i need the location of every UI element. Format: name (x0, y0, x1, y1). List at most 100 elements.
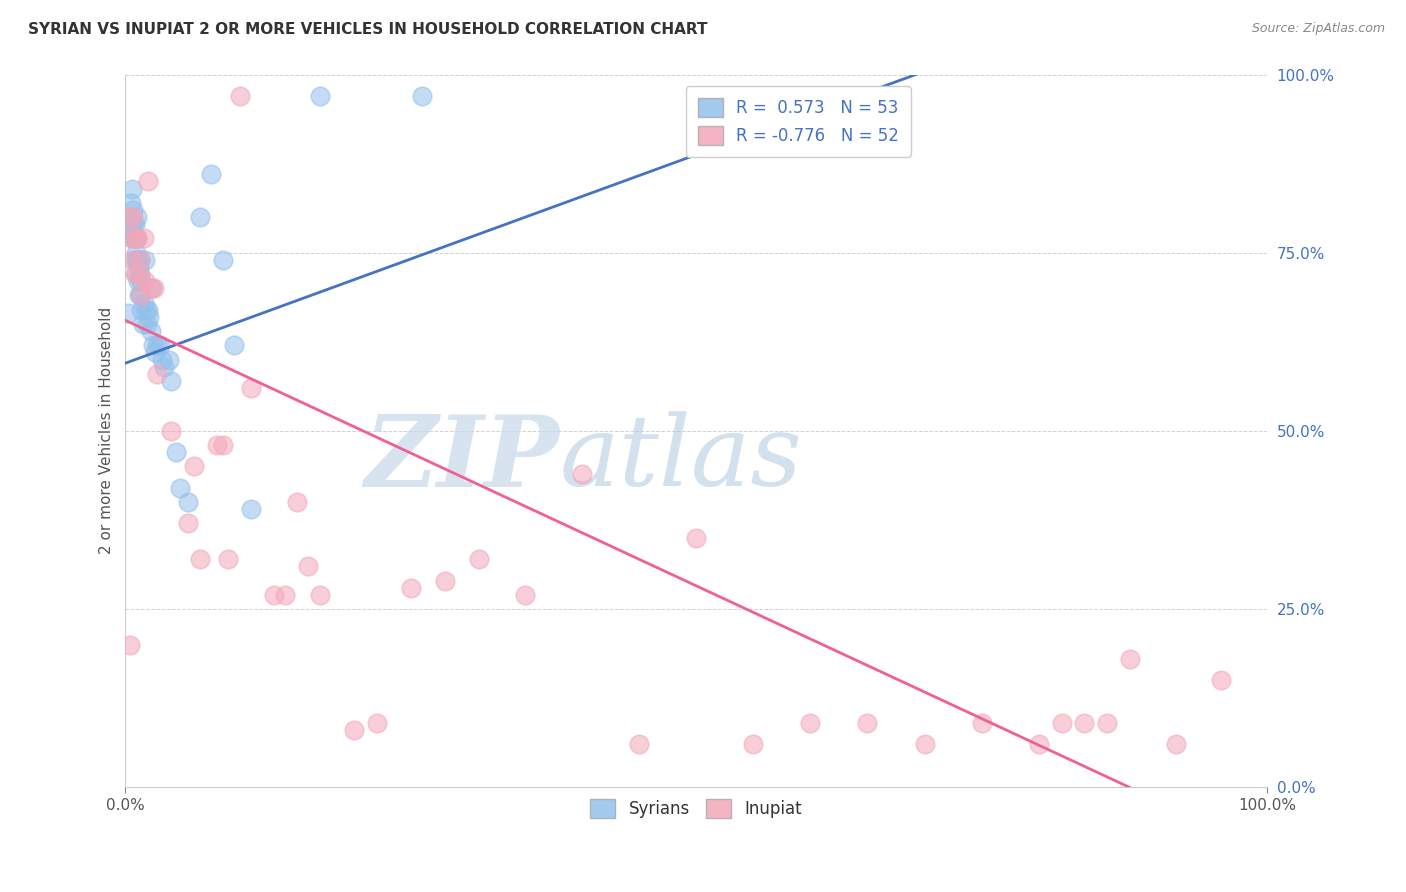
Point (160, 424, 183, 438)
Text: Source: ZipAtlas.com: Source: ZipAtlas.com (1251, 22, 1385, 36)
Point (513, 588, 536, 602)
Point (856, 716, 879, 731)
Point (308, 89, 330, 103)
Point (434, 574, 457, 588)
Point (134, 274, 156, 288)
Point (127, 274, 149, 288)
Point (685, 531, 707, 545)
Point (131, 288, 153, 302)
Point (129, 288, 152, 302)
Point (121, 181, 143, 195)
Point (1211, 673, 1233, 688)
Point (129, 267, 152, 281)
Point (141, 281, 163, 295)
Point (139, 324, 162, 338)
Point (914, 738, 936, 752)
Point (240, 381, 263, 395)
Point (571, 467, 593, 481)
Point (124, 252, 146, 267)
Point (188, 552, 211, 566)
Point (217, 552, 239, 566)
Point (139, 281, 162, 295)
Point (149, 338, 172, 352)
Point (122, 210, 145, 224)
Point (153, 359, 176, 374)
Point (128, 267, 150, 281)
Point (1073, 716, 1095, 731)
Point (129, 252, 152, 267)
Point (129, 252, 152, 267)
Point (122, 202, 145, 217)
Point (138, 310, 160, 324)
Point (160, 374, 183, 388)
Point (297, 559, 319, 574)
Point (121, 217, 143, 231)
Text: atlas: atlas (560, 412, 801, 507)
Point (136, 174, 159, 188)
Point (399, 581, 422, 595)
Point (125, 267, 148, 281)
Point (183, 459, 205, 474)
Point (122, 231, 145, 245)
Point (1119, 652, 1142, 666)
Point (411, 89, 433, 103)
Point (120, 231, 142, 245)
Point (628, 738, 651, 752)
Point (122, 217, 145, 231)
Point (200, 167, 222, 181)
Point (127, 252, 149, 267)
Point (124, 267, 146, 281)
Point (285, 495, 308, 509)
Point (211, 252, 233, 267)
Point (118, 638, 141, 652)
Point (125, 231, 148, 245)
Point (125, 231, 148, 245)
Point (128, 260, 150, 274)
Point (240, 502, 263, 516)
Point (135, 302, 157, 317)
Text: SYRIAN VS INUPIAT 2 OR MORE VEHICLES IN HOUSEHOLD CORRELATION CHART: SYRIAN VS INUPIAT 2 OR MORE VEHICLES IN … (28, 22, 707, 37)
Point (150, 352, 173, 367)
Point (468, 552, 491, 566)
Point (263, 588, 285, 602)
Point (143, 345, 166, 359)
Point (228, 89, 250, 103)
Point (132, 231, 155, 245)
Point (131, 274, 153, 288)
Point (136, 317, 159, 331)
Y-axis label: 2 or more Vehicles in Household: 2 or more Vehicles in Household (100, 307, 114, 555)
Point (1028, 738, 1050, 752)
Point (343, 723, 366, 738)
Point (157, 352, 180, 367)
Point (118, 210, 141, 224)
Point (1095, 716, 1118, 731)
Legend: Syrians, Inupiat: Syrians, Inupiat (583, 793, 808, 825)
Point (146, 338, 169, 352)
Point (125, 245, 148, 260)
Point (132, 295, 155, 310)
Point (366, 716, 388, 731)
Point (118, 210, 141, 224)
Point (128, 288, 150, 302)
Point (124, 217, 146, 231)
Point (165, 445, 187, 459)
Point (146, 367, 169, 381)
Point (124, 231, 146, 245)
Point (177, 495, 200, 509)
Point (308, 588, 330, 602)
Point (274, 588, 297, 602)
Point (143, 281, 166, 295)
Point (177, 516, 200, 531)
Point (125, 210, 148, 224)
Point (970, 716, 993, 731)
Point (742, 738, 765, 752)
Point (120, 195, 142, 210)
Point (125, 231, 148, 245)
Point (799, 716, 821, 731)
Point (205, 438, 228, 452)
Point (188, 210, 211, 224)
Point (1050, 716, 1073, 731)
Point (169, 481, 191, 495)
Point (211, 438, 233, 452)
Point (117, 306, 139, 320)
